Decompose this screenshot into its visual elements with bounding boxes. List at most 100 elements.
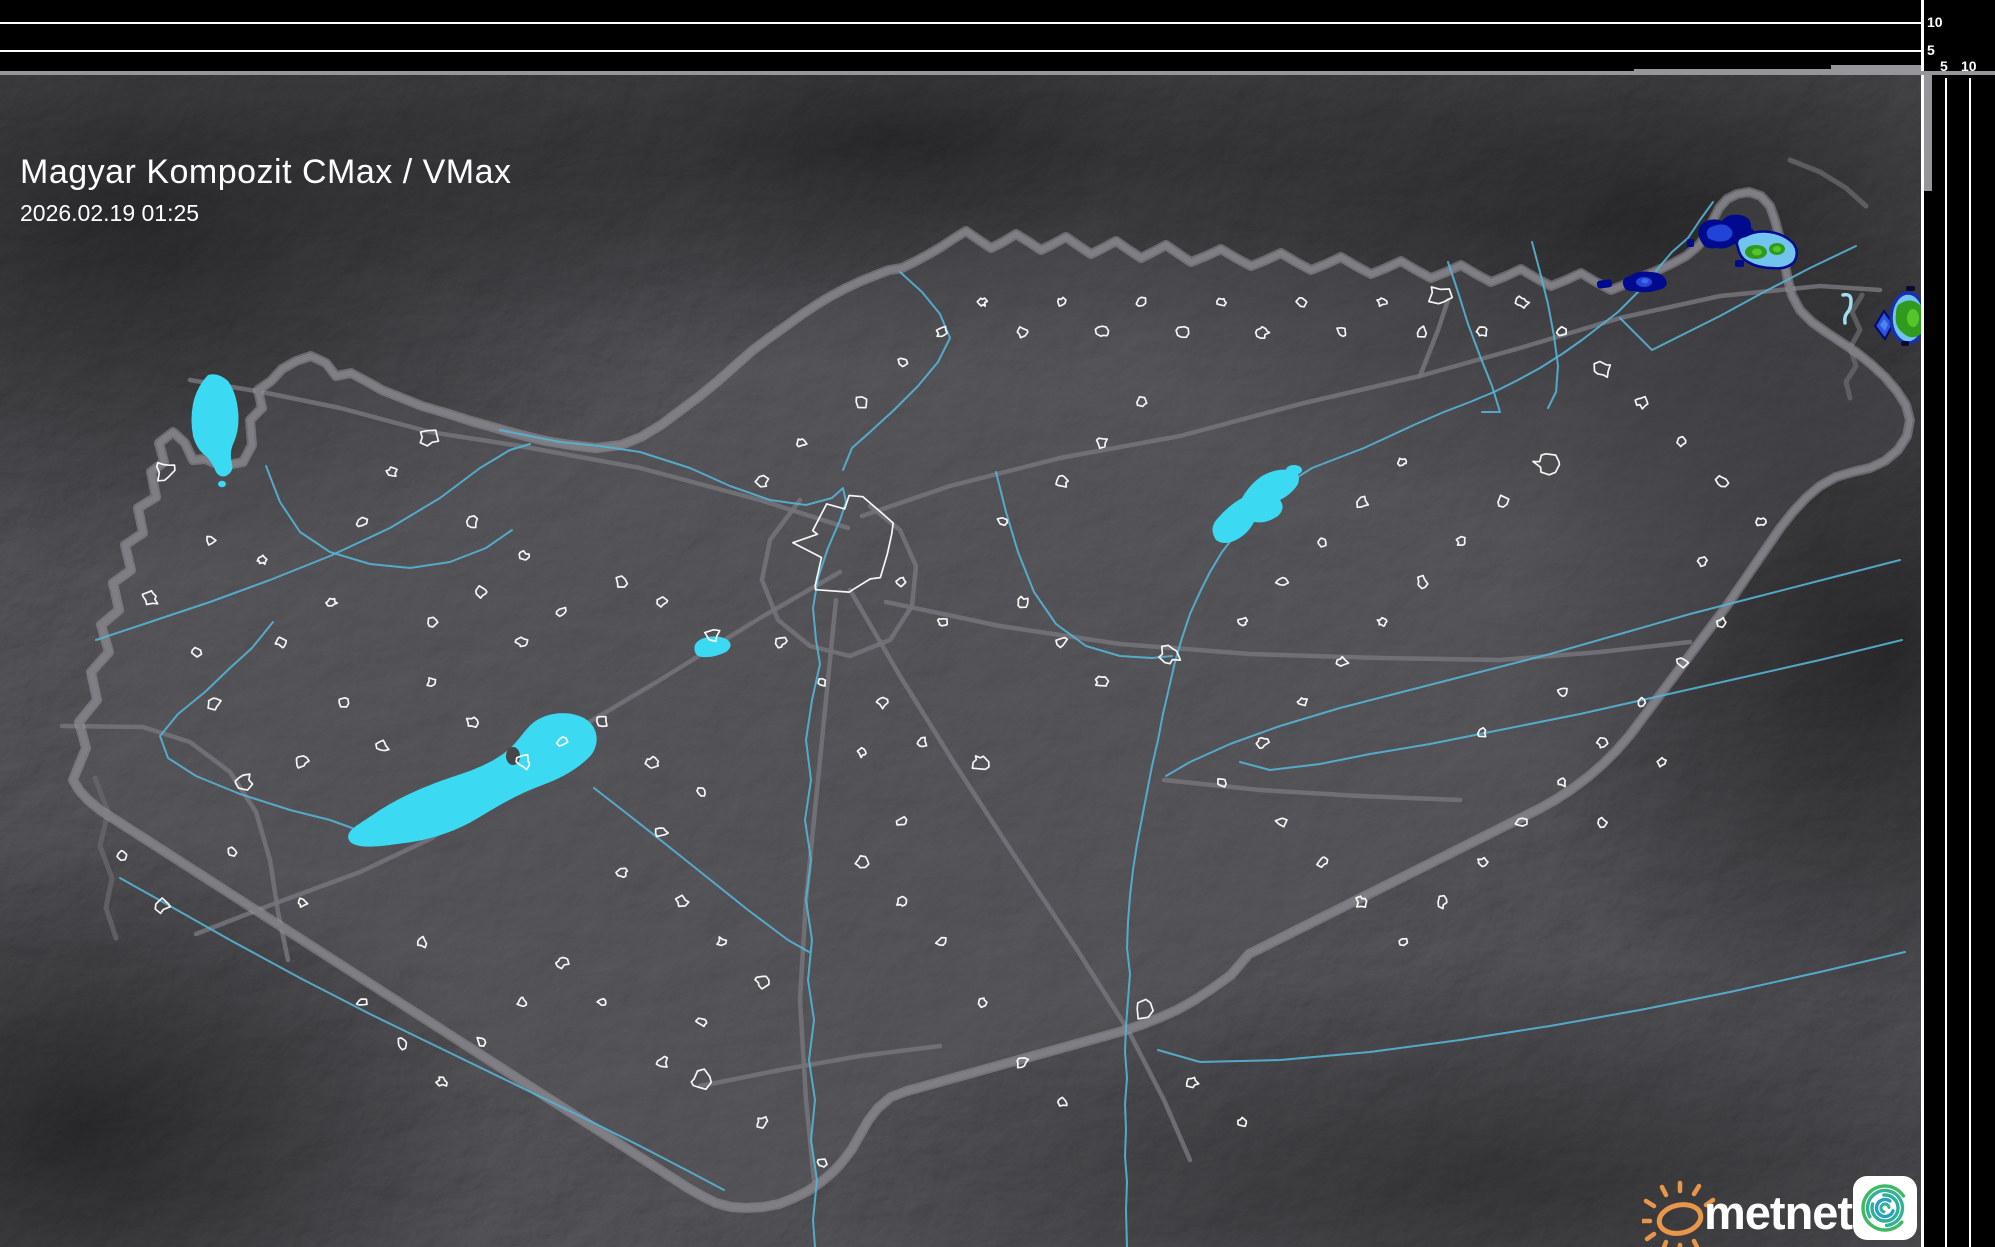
river: [1447, 261, 1501, 413]
town-outline: [1427, 286, 1454, 305]
town-outline: [554, 956, 570, 970]
lake-ferto-pond: [218, 480, 226, 488]
town-outline: [555, 736, 569, 747]
lake-velence: [694, 636, 731, 658]
motorway-network: [59, 283, 1883, 1183]
radar-map: Magyar Kompozit CMax / VMax 2026.02.19 0…: [0, 75, 1921, 1247]
town-outline: [1274, 576, 1290, 587]
town-outline: [596, 715, 608, 728]
town-outline: [190, 646, 203, 658]
echo-east-speck-1: [1906, 286, 1915, 291]
town-outline: [1274, 817, 1288, 828]
town-outline: [1675, 657, 1690, 669]
town-outline: [1376, 616, 1388, 628]
town-outline: [426, 676, 437, 688]
cyclone-app-icon: [1853, 1176, 1917, 1240]
motorway: [847, 587, 1193, 1163]
town-outline: [1556, 687, 1568, 698]
lake-tisza-lobe: [1286, 465, 1302, 475]
town-outline: [1316, 856, 1329, 869]
town-outline: [644, 755, 660, 769]
echo-navy-dash: [1596, 279, 1613, 289]
town-outline: [897, 357, 909, 368]
town-outline: [615, 575, 629, 588]
town-outline: [1455, 535, 1466, 547]
town-outline: [935, 325, 948, 338]
town-outline: [1056, 1096, 1068, 1107]
river: [265, 465, 513, 569]
town-outline: [1255, 736, 1271, 750]
river: [1619, 245, 1857, 351]
river: [1157, 951, 1906, 1063]
motorway: [187, 377, 851, 531]
town-outline: [1135, 296, 1147, 308]
town-outline: [1398, 937, 1409, 947]
top-panel-terrain-step-high: [1831, 65, 1921, 75]
right-panel-gridline-10km: [1969, 78, 1971, 1247]
right-panel-terrain-baseline: [1921, 71, 1995, 75]
town-outline: [1595, 736, 1609, 749]
town-outline: [696, 786, 706, 797]
lake-ferto: [191, 374, 239, 477]
town-outline: [596, 997, 607, 1007]
town-outline: [1055, 636, 1069, 649]
town-outline: [435, 1076, 448, 1087]
town-outline: [1216, 297, 1228, 307]
town-outline: [355, 998, 368, 1006]
town-outline: [895, 576, 907, 588]
town-outline: [476, 1036, 487, 1047]
echo-ne-lightblue: [1735, 230, 1798, 270]
town-outline: [856, 746, 867, 759]
town-outline: [934, 936, 947, 947]
town-outline: [1295, 296, 1308, 308]
lakes: [191, 374, 1302, 847]
town-outline: [207, 697, 222, 711]
town-outline: [1597, 816, 1609, 829]
top-axis-label-10: 10: [1927, 14, 1943, 30]
right-panel-terrain-profile: [1924, 75, 1932, 191]
town-outline: [1514, 295, 1531, 309]
town-outline: [1593, 360, 1612, 379]
town-outline: [1217, 778, 1227, 788]
town-outline: [1416, 325, 1428, 338]
town-outline: [654, 827, 670, 838]
river: [1124, 201, 1714, 1247]
motorway: [759, 497, 919, 659]
town-outline: [518, 549, 531, 561]
town-outline: [555, 606, 567, 618]
motorway: [1161, 777, 1463, 803]
town-outline: [1175, 325, 1190, 339]
town-outline: [754, 975, 770, 990]
sun-icon: [1642, 1180, 1716, 1247]
town-outline: [465, 716, 480, 729]
town-outline: [1094, 675, 1110, 687]
right-axis-label-10: 10: [1961, 58, 1977, 74]
town-outline: [1532, 452, 1561, 476]
echo-blue-bright: [1641, 278, 1649, 284]
town-outline: [206, 535, 217, 546]
town-outline: [1158, 644, 1182, 665]
town-outline: [154, 897, 172, 915]
town-outline: [1477, 856, 1489, 868]
town-outline: [816, 1158, 828, 1168]
town-outline: [674, 894, 690, 908]
town-outline: [1336, 326, 1347, 338]
town-outline: [1017, 595, 1029, 609]
town-outline: [155, 461, 176, 482]
hungary-map-canvas: [0, 75, 1921, 1247]
city-outline-budapest: [792, 494, 895, 593]
town-outline: [977, 997, 988, 1009]
terrain-shading: [0, 75, 1921, 1247]
river: [159, 621, 353, 829]
echo-east-cyan-wisp: [1841, 292, 1853, 325]
town-outline: [514, 636, 529, 648]
town-outline: [875, 696, 889, 710]
river: [995, 471, 1173, 659]
town-outline: [1056, 296, 1067, 307]
town-outline: [515, 754, 531, 771]
town-outline: [427, 616, 439, 628]
metnet-logo: metnet: [1642, 1171, 1918, 1247]
echo-ne-bright-green-2: [1773, 246, 1781, 252]
river: [593, 787, 810, 953]
